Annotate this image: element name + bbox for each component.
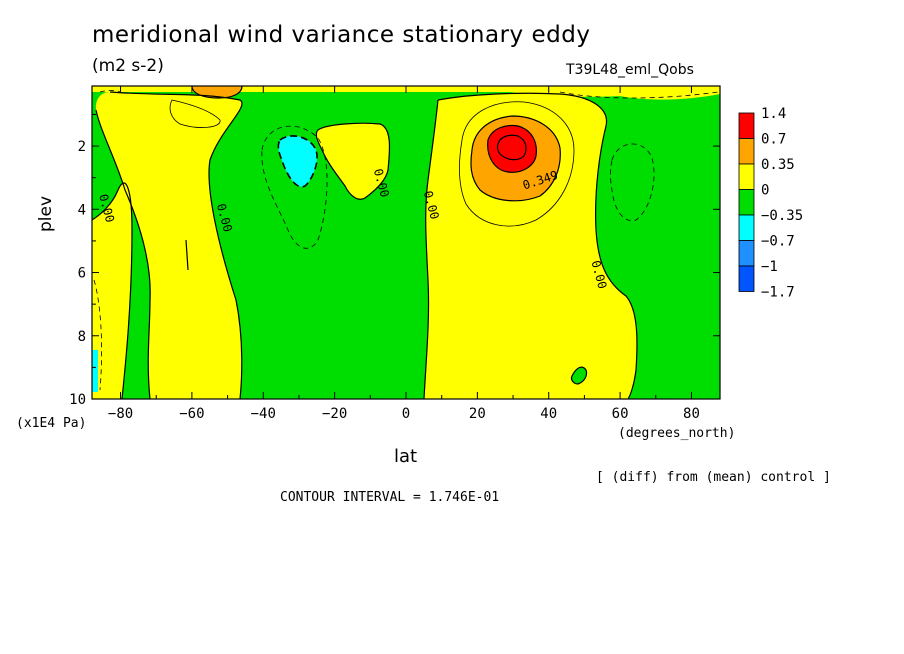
contour-zero-south — [92, 182, 133, 399]
legend-label: 1.4 — [761, 106, 786, 122]
legend-swatch — [738, 138, 755, 165]
contour-small-notch — [185, 239, 189, 271]
chart-units: (m2 s-2) — [92, 56, 164, 76]
legend-label: −0.7 — [761, 234, 795, 250]
x-tick-label: −40 — [251, 406, 276, 422]
legend-swatch — [738, 189, 755, 216]
legend-swatch — [738, 265, 755, 292]
contour-neg-035 — [277, 135, 318, 188]
contour-zero-pocket — [315, 122, 391, 200]
x-tick-label: −60 — [179, 406, 204, 422]
legend-label: 0 — [761, 183, 769, 199]
y-axis-unit: (x1E4 Pa) — [16, 416, 87, 431]
y-tick-label: 2 — [78, 139, 86, 155]
legend-swatch — [738, 214, 755, 241]
y-axis-ticks: 2 4 6 8 10 — [69, 113, 720, 408]
contour-07 — [487, 124, 537, 173]
contour-top-patch — [191, 86, 243, 99]
x-axis-ticks: −80 −60 −40 −20 0 20 40 60 80 — [108, 86, 700, 422]
contour-0175 — [458, 101, 575, 227]
contour-0349 — [470, 115, 561, 202]
legend-label: −0.35 — [761, 208, 803, 224]
contour-neg-0175-south — [261, 125, 328, 249]
fill-cyan-sliver — [92, 350, 98, 392]
legend-label: 0.35 — [761, 157, 795, 173]
negative-contours-thin — [93, 90, 719, 391]
contour-0175-south — [169, 99, 221, 128]
contour-neg-0175-north — [610, 143, 655, 222]
fill-yellow-band-midlat-south — [95, 92, 243, 399]
x-tick-label: 20 — [469, 406, 486, 422]
x-tick-label: −20 — [322, 406, 347, 422]
negative-contours — [277, 135, 318, 188]
colorbar-legend: 1.4 0.7 0.35 0 −0.35 −0.7 −1 −1.7 — [738, 106, 803, 301]
y-tick-label: 6 — [78, 266, 86, 282]
x-axis-label: lat — [394, 446, 418, 467]
y-tick-label: 4 — [78, 202, 86, 218]
contour-zero-main-east — [437, 92, 638, 399]
fill-red-core — [487, 125, 537, 173]
legend-label: −1.7 — [761, 285, 795, 301]
contour-zero-main-west — [423, 99, 439, 399]
contour-105 — [496, 134, 527, 161]
y-tick-label: 10 — [69, 392, 86, 408]
legend-label: −1 — [761, 259, 778, 275]
diff-note: [ (diff) from (mean) control ] — [596, 470, 831, 485]
contour-lines — [92, 86, 638, 399]
contour-zero-midlat-east — [109, 91, 243, 399]
x-tick-label: 80 — [683, 406, 700, 422]
legend-swatch — [738, 240, 755, 267]
x-tick-label: −80 — [108, 406, 133, 422]
fill-yellow-band-south — [92, 183, 132, 399]
contour-neg-top — [559, 91, 719, 99]
contour-neg-top-left — [99, 90, 121, 93]
x-tick-label: 60 — [612, 406, 629, 422]
legend-label: 0.7 — [761, 132, 786, 148]
chart-title: meridional wind variance stationary eddy — [92, 22, 591, 48]
y-tick-label: 8 — [78, 329, 86, 345]
legend-swatch — [738, 112, 755, 139]
x-axis-unit: (degrees_north) — [618, 426, 736, 441]
legend-swatch — [738, 163, 755, 190]
x-tick-label: 40 — [540, 406, 557, 422]
contour-fills — [92, 86, 720, 399]
contour-green-hole — [570, 366, 588, 385]
fill-yellow-pocket — [316, 123, 390, 200]
contour-interval: CONTOUR INTERVAL = 1.746E-01 — [280, 490, 500, 505]
x-tick-label: 0 — [402, 406, 410, 422]
run-label: T39L48_eml_Qobs — [566, 62, 694, 78]
contour-zero-midlat-west — [95, 109, 151, 399]
